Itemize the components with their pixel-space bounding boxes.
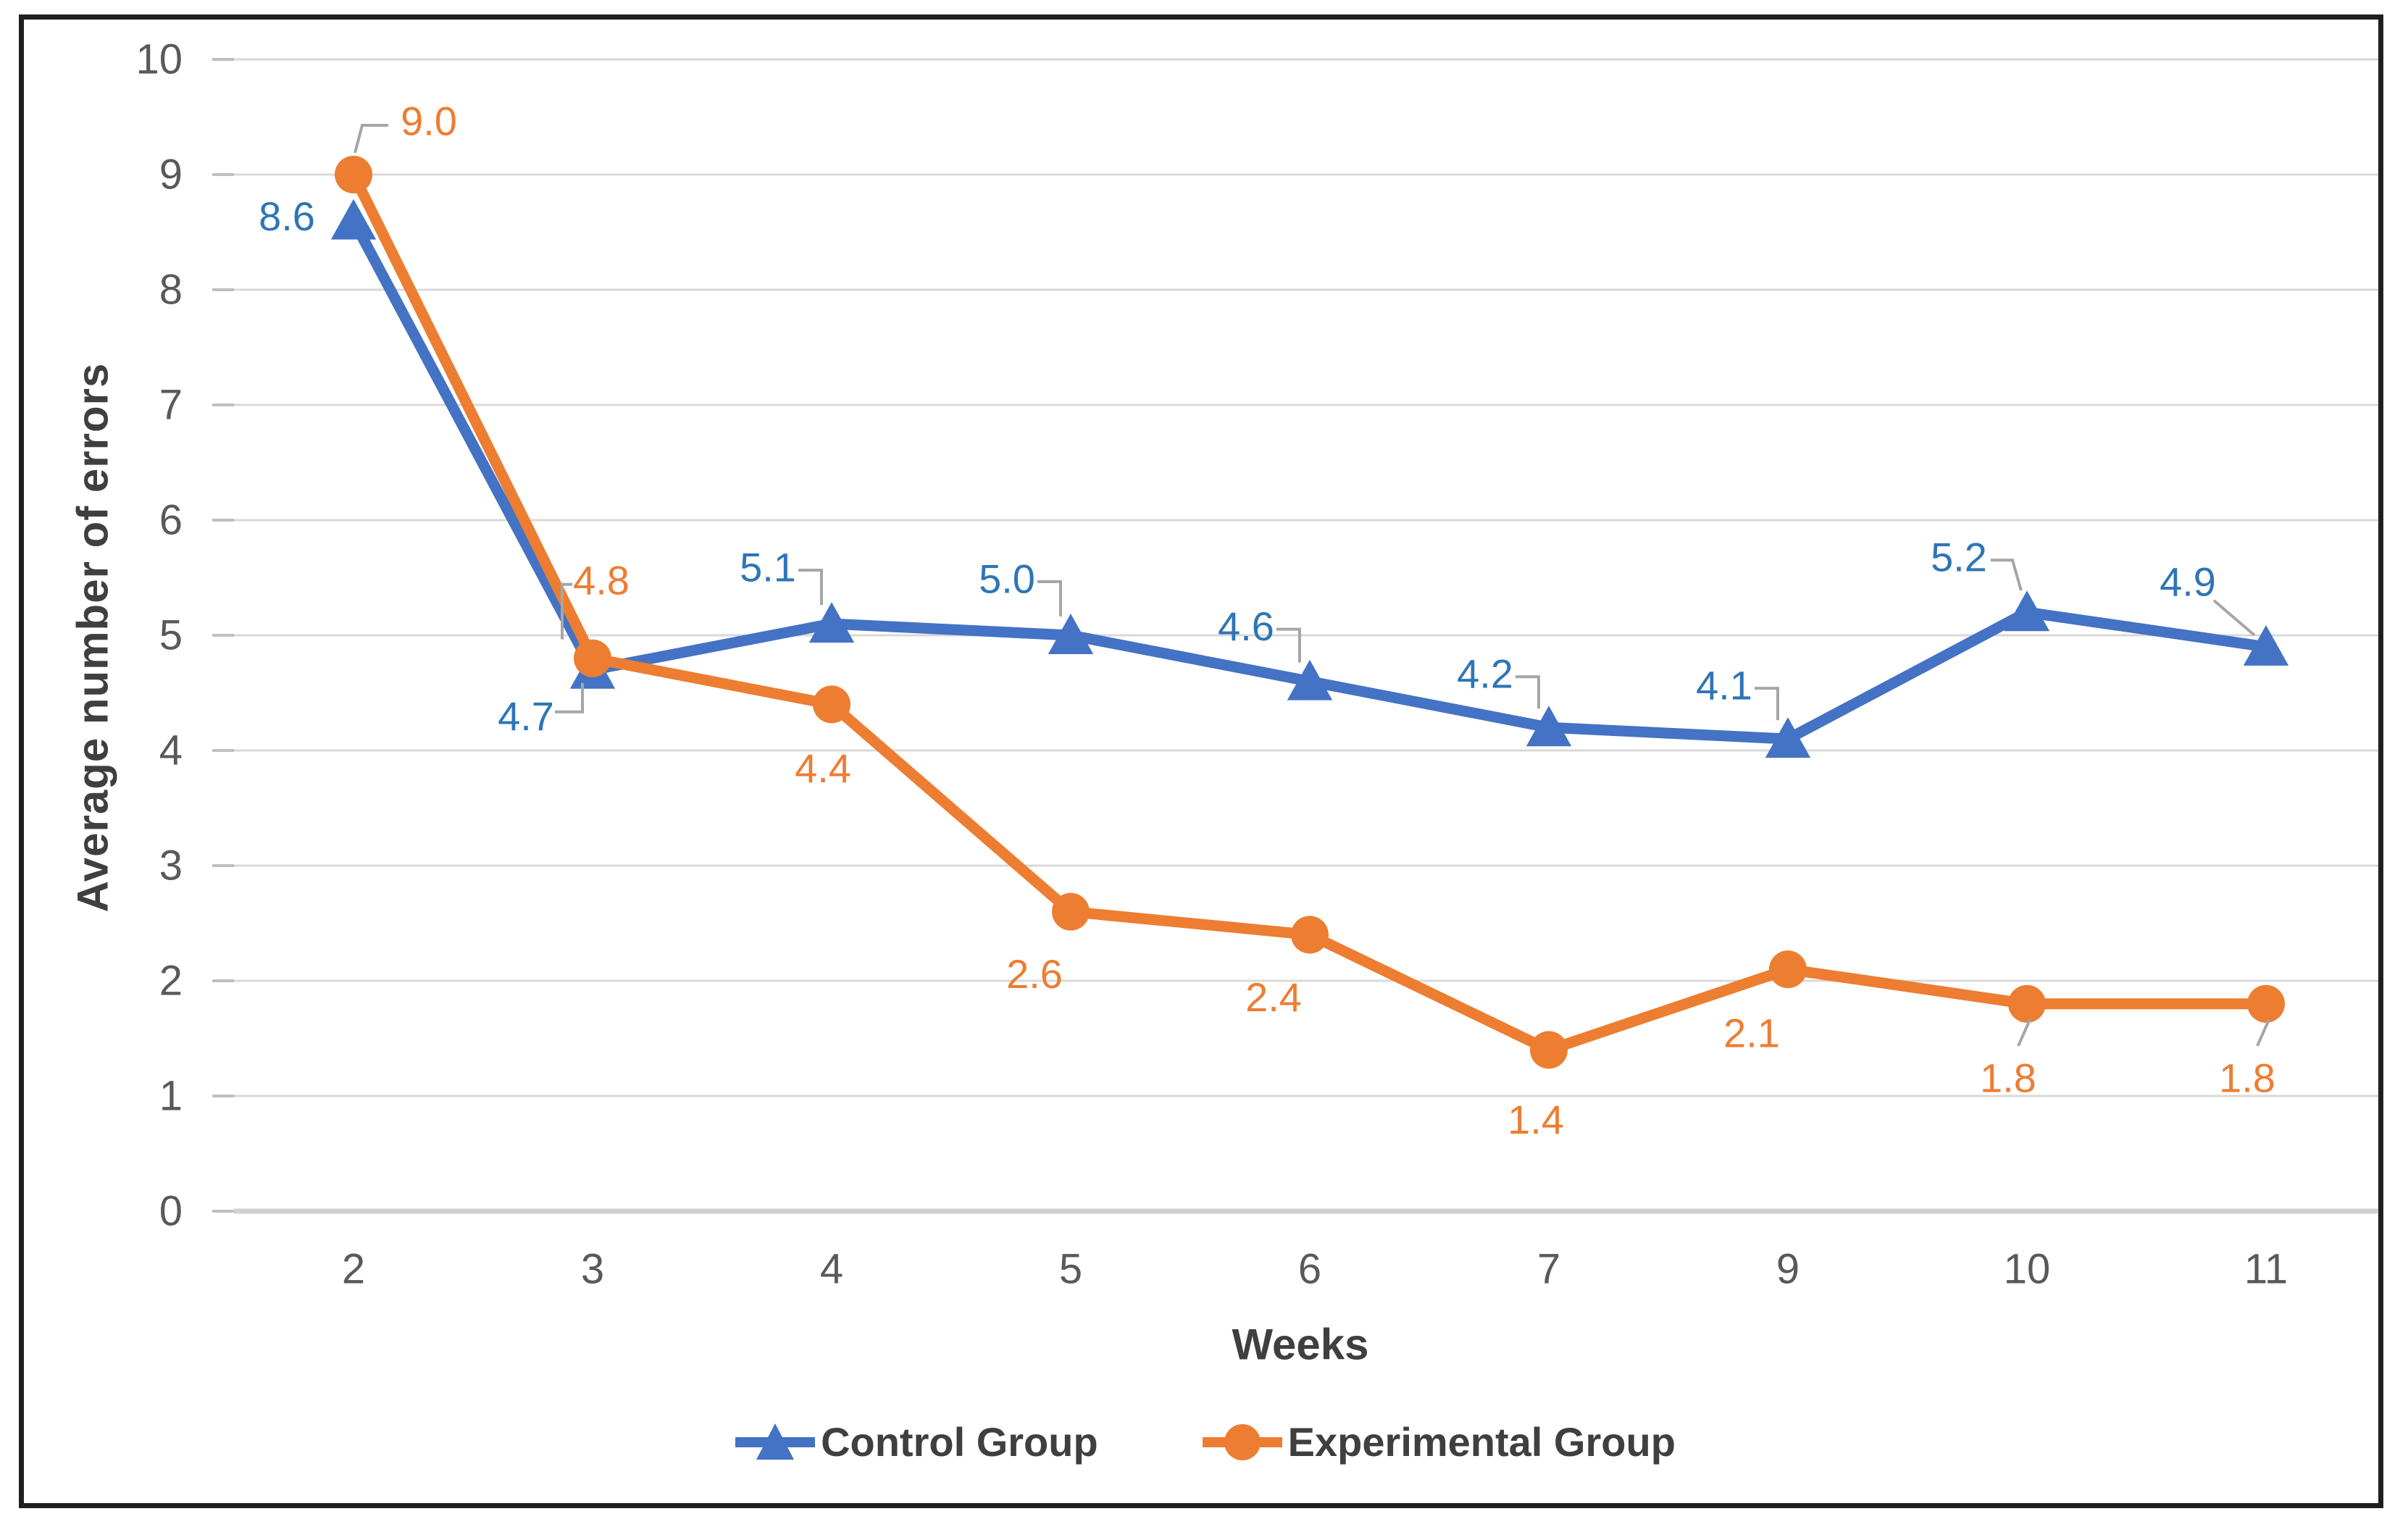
- data-point-marker-control-group: [2243, 625, 2289, 666]
- x-tick-label: 9: [1776, 1246, 1799, 1293]
- data-label: 1.8: [1980, 1055, 2036, 1100]
- x-tick-label: 11: [2244, 1246, 2288, 1293]
- data-label: 4.8: [573, 557, 630, 603]
- data-label-leader-line: [561, 582, 572, 640]
- legend-swatch-triangle-marker: [756, 1423, 795, 1460]
- data-point-marker-control-group: [1765, 717, 1811, 758]
- data-label-leader-line: [354, 124, 388, 154]
- data-label: 4.1: [1696, 663, 1752, 708]
- x-tick-label: 7: [1537, 1246, 1560, 1293]
- y-tick-label: 9: [159, 151, 183, 198]
- y-tick-label: 8: [159, 267, 183, 314]
- data-point-marker-control-group: [330, 198, 377, 240]
- data-label: 4.2: [1457, 651, 1513, 697]
- x-tick-label: 3: [581, 1246, 604, 1293]
- data-label: 2.4: [1245, 974, 1302, 1020]
- y-tick-label: 7: [159, 382, 183, 429]
- y-axis-title: Average number of errors: [68, 362, 117, 913]
- x-tick-label: 5: [1059, 1246, 1082, 1293]
- x-tick-label: 10: [2004, 1246, 2051, 1293]
- data-point-marker-control-group: [1048, 614, 1094, 654]
- data-label-leader-line: [1991, 558, 2023, 591]
- legend: Control Group Experimental Group: [0, 1418, 2408, 1465]
- data-label: 4.7: [498, 693, 554, 739]
- x-axis-title: Weeks: [1232, 1320, 1369, 1369]
- data-point-marker-experimental-group: [1769, 950, 1807, 989]
- x-tick-label: 4: [820, 1246, 843, 1293]
- data-point-marker-experimental-group: [574, 639, 611, 677]
- legend-item-control-group: Control Group: [732, 1418, 1098, 1465]
- y-tick-label: 3: [159, 842, 183, 890]
- data-label: 5.1: [740, 545, 796, 590]
- data-label: 4.4: [795, 745, 851, 791]
- data-point-marker-control-group: [2004, 590, 2050, 632]
- data-label: 5.0: [979, 556, 1035, 602]
- data-label: 1.4: [1508, 1097, 1564, 1142]
- x-tick-label: 2: [342, 1246, 365, 1293]
- y-tick-label: 0: [159, 1188, 183, 1235]
- data-point-marker-experimental-group: [1052, 892, 1090, 931]
- data-point-marker-control-group: [1526, 706, 1572, 747]
- data-label: 5.2: [1931, 535, 1987, 580]
- data-label-leader-line: [1755, 687, 1779, 721]
- data-label: 2.6: [1006, 951, 1063, 997]
- data-label-leader-line: [555, 682, 584, 714]
- data-label: 4.9: [2160, 558, 2216, 604]
- legend-swatch-circle-marker: [1224, 1423, 1261, 1460]
- data-label-leader-line: [2017, 1018, 2031, 1047]
- data-label-leader-line: [1276, 627, 1301, 663]
- data-point-marker-experimental-group: [813, 685, 850, 724]
- data-label-leader-line: [2256, 1018, 2270, 1047]
- data-point-marker-experimental-group: [335, 156, 372, 193]
- y-tick-label: 6: [159, 497, 183, 544]
- data-point-marker-experimental-group: [2008, 984, 2046, 1023]
- data-label-leader-line: [1037, 580, 1062, 616]
- legend-label: Experimental Group: [1287, 1419, 1676, 1465]
- y-tick-label: 2: [159, 958, 183, 1005]
- data-label: 9.0: [401, 99, 457, 144]
- data-label: 8.6: [259, 193, 315, 239]
- legend-line-triangle-swatch: [735, 1423, 816, 1460]
- x-tick-label: 6: [1298, 1246, 1321, 1293]
- data-label-leader-line: [798, 569, 823, 606]
- data-label-leader-line: [1516, 675, 1540, 709]
- y-tick-label: 4: [159, 727, 183, 774]
- data-label: 4.6: [1218, 603, 1274, 649]
- legend-item-experimental-group: Experimental Group: [1200, 1418, 1676, 1465]
- data-point-marker-experimental-group: [1291, 916, 1329, 954]
- data-label: 2.1: [1723, 1011, 1780, 1056]
- y-tick-label: 10: [135, 36, 183, 83]
- data-point-marker-control-group: [1287, 659, 1333, 700]
- data-label-leader-line: [2212, 599, 2256, 637]
- y-tick-label: 1: [159, 1073, 183, 1120]
- data-point-marker-experimental-group: [2247, 984, 2285, 1023]
- legend-label: Control Group: [821, 1419, 1098, 1465]
- y-tick-label: 5: [159, 612, 183, 659]
- data-label: 1.8: [2219, 1055, 2275, 1100]
- data-point-marker-experimental-group: [1530, 1031, 1568, 1069]
- data-point-marker-control-group: [808, 602, 855, 643]
- legend-line-circle-swatch: [1202, 1423, 1282, 1460]
